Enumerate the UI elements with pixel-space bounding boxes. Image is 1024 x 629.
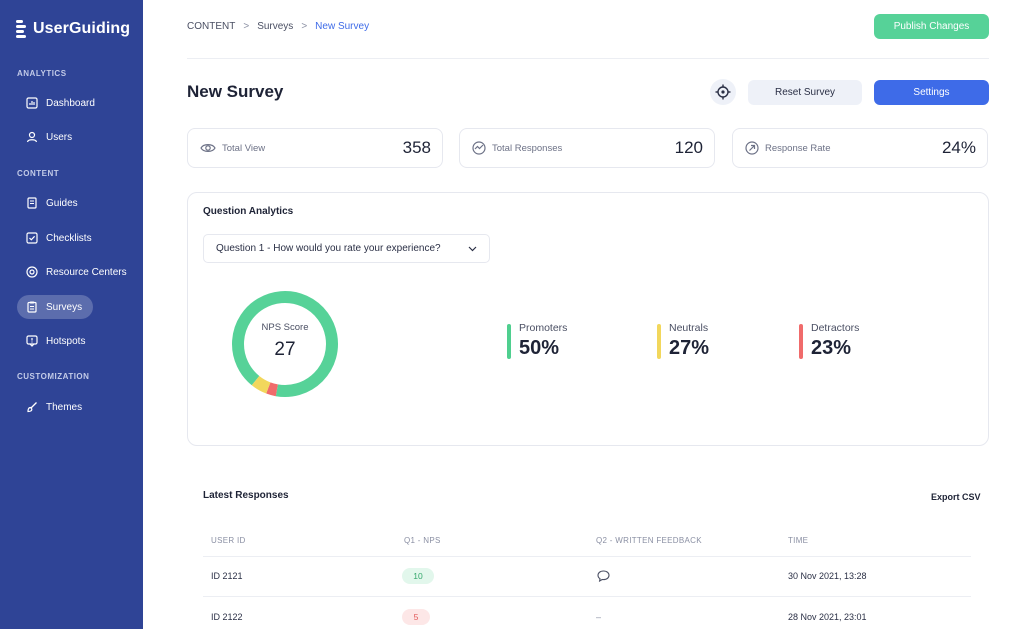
sidebar-item-themes[interactable]: Themes	[17, 395, 93, 419]
comment-icon[interactable]	[597, 570, 610, 582]
sidebar-item-dashboard[interactable]: Dashboard	[17, 91, 95, 115]
dashboard-icon	[26, 97, 38, 109]
publish-changes-button[interactable]: Publish Changes	[874, 14, 989, 39]
chevron-right-icon: >	[243, 21, 250, 32]
nps-badge-negative: 5	[402, 609, 430, 625]
chevron-right-icon: >	[301, 21, 308, 32]
metric-label: Promoters	[519, 322, 568, 334]
nps-donut-chart	[232, 291, 338, 397]
metric-value: 50%	[519, 337, 560, 359]
crosshair-icon	[715, 84, 731, 100]
metric-value: 23%	[811, 337, 852, 359]
stat-label: Total View	[222, 142, 266, 154]
sidebar-item-guides[interactable]: Guides	[17, 191, 93, 215]
neutrals-color-bar	[657, 324, 661, 359]
sidebar-item-label: Dashboard	[46, 97, 95, 109]
target-button[interactable]	[710, 79, 736, 105]
page-title: New Survey	[187, 82, 284, 101]
header-divider	[187, 58, 989, 59]
detractors-color-bar	[799, 324, 803, 359]
table-row-divider	[203, 596, 971, 597]
responses-icon	[472, 141, 486, 155]
brush-icon	[27, 402, 37, 413]
nav-section-analytics: ANALYTICS	[17, 69, 67, 78]
breadcrumb-content[interactable]: CONTENT	[187, 21, 236, 32]
cell-user-id: ID 2122	[211, 612, 243, 622]
sidebar-item-label: Checklists	[46, 232, 92, 244]
checklist-icon	[26, 232, 38, 244]
nps-score-label: NPS Score	[261, 322, 309, 333]
breadcrumb: CONTENT > Surveys > New Survey	[187, 21, 369, 32]
metric-label: Neutrals	[669, 322, 709, 334]
sidebar-item-checklists[interactable]: Checklists	[17, 226, 93, 250]
nav-section-customization: CUSTOMIZATION	[17, 372, 90, 381]
hotspot-icon	[26, 335, 38, 347]
userguiding-logo-icon	[16, 19, 27, 39]
cell-time: 28 Nov 2021, 23:01	[788, 612, 867, 622]
metric-neutrals: Neutrals 27%	[657, 322, 710, 359]
latest-responses-title: Latest Responses	[203, 490, 289, 501]
nps-badge-positive: 10	[402, 568, 434, 584]
nps-score-value: 27	[274, 339, 296, 360]
sidebar-item-label: Hotspots	[46, 335, 86, 347]
survey-icon	[27, 301, 37, 313]
promoters-color-bar	[507, 324, 511, 359]
export-csv-link[interactable]: Export CSV	[931, 492, 981, 502]
stat-card-response-rate: Response Rate 24%	[732, 128, 988, 168]
donut-segment-detractors	[266, 382, 279, 397]
sidebar: UserGuiding ANALYTICS Dashboard Users CO…	[0, 0, 143, 629]
eye-icon	[200, 144, 216, 152]
question-analytics-panel	[187, 192, 989, 446]
question-select[interactable]: Question 1 - How would you rate your exp…	[203, 234, 490, 263]
stat-card-total-view: Total View 358	[187, 128, 443, 168]
reset-survey-button[interactable]: Reset Survey	[748, 80, 862, 105]
sidebar-item-label: Surveys	[46, 301, 83, 313]
sidebar-item-label: Guides	[46, 197, 78, 209]
column-header-feedback[interactable]: Q2 - WRITTEN FEEDBACK	[596, 536, 702, 545]
cell-time: 30 Nov 2021, 13:28	[788, 571, 867, 581]
rate-icon	[745, 141, 759, 155]
metric-promoters: Promoters 50%	[507, 322, 568, 359]
lifebuoy-icon	[26, 266, 38, 278]
user-icon	[26, 131, 38, 143]
table-row-divider	[203, 556, 971, 557]
settings-button[interactable]: Settings	[874, 80, 989, 105]
stat-label: Response Rate	[765, 142, 831, 154]
stat-card-total-responses: Total Responses 120	[459, 128, 715, 168]
donut-segment-neutrals	[251, 375, 271, 394]
breadcrumb-current: New Survey	[315, 21, 370, 32]
sidebar-item-label: Themes	[46, 401, 83, 413]
column-header-nps[interactable]: Q1 - NPS	[404, 536, 441, 545]
metric-label: Detractors	[811, 322, 860, 334]
sidebar-item-hotspots[interactable]: Hotspots	[17, 329, 93, 353]
cell-user-id: ID 2121	[211, 571, 243, 581]
sidebar-item-label: Users	[46, 131, 73, 143]
donut-segment-promoters	[232, 291, 338, 397]
chevron-down-icon	[468, 246, 477, 251]
guides-icon	[27, 197, 37, 209]
nav-section-content: CONTENT	[17, 169, 60, 178]
question-analytics-title: Question Analytics	[203, 206, 294, 217]
question-select-value: Question 1 - How would you rate your exp…	[216, 243, 441, 254]
metric-detractors: Detractors 23%	[799, 322, 860, 359]
stat-label: Total Responses	[492, 142, 563, 154]
stat-value: 24%	[941, 138, 976, 157]
cell-feedback: –	[596, 612, 602, 622]
sidebar-item-resource-centers[interactable]: Resource Centers	[17, 260, 127, 284]
app-name: UserGuiding	[33, 20, 131, 37]
sidebar-item-users[interactable]: Users	[17, 125, 93, 149]
column-header-time[interactable]: TIME	[788, 536, 809, 545]
stat-value: 358	[402, 138, 431, 157]
metric-value: 27%	[669, 337, 710, 359]
app-logo[interactable]: UserGuiding	[16, 19, 130, 39]
sidebar-item-label: Resource Centers	[46, 266, 127, 278]
sidebar-item-surveys[interactable]: Surveys	[17, 295, 93, 319]
breadcrumb-surveys[interactable]: Surveys	[257, 21, 294, 32]
column-header-user-id[interactable]: USER ID	[211, 536, 246, 545]
stat-value: 120	[674, 138, 703, 157]
